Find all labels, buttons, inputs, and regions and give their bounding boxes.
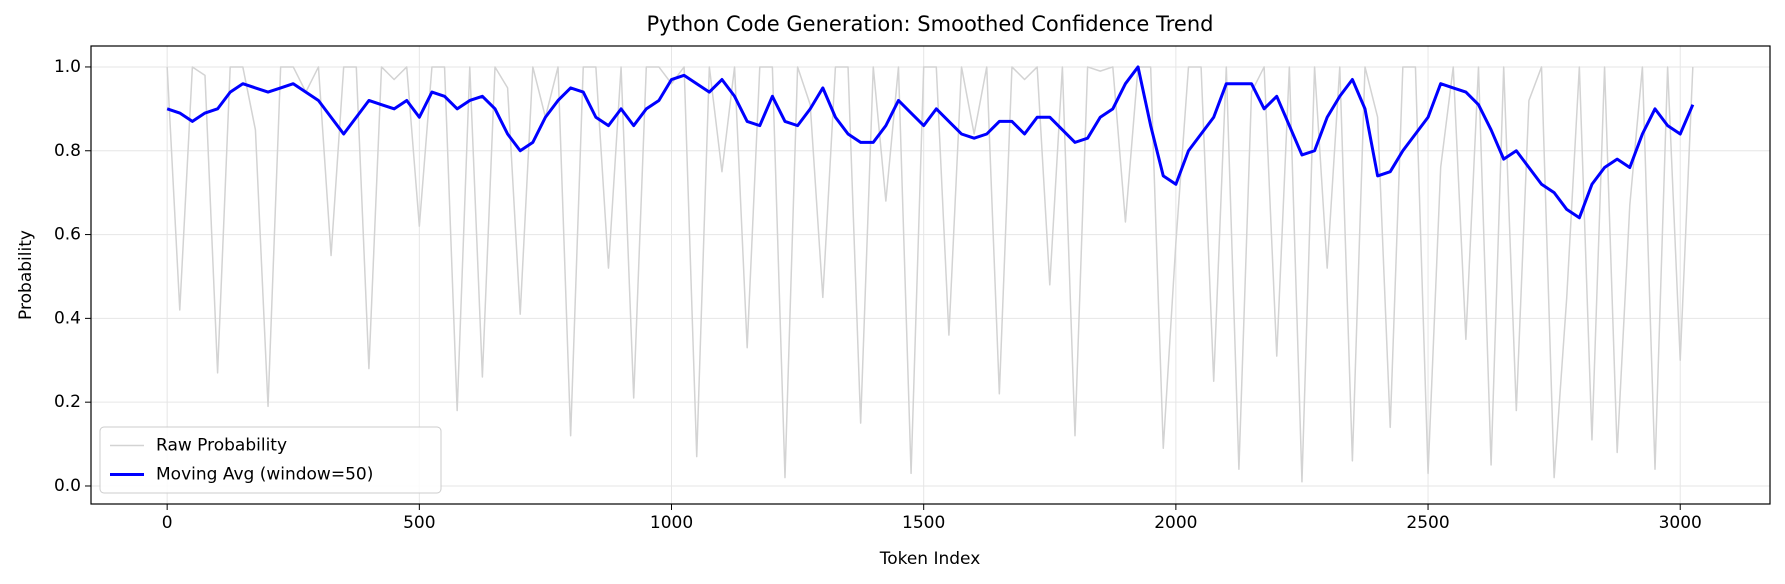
y-tick-label: 0.0 xyxy=(54,476,81,496)
x-tick-label: 2000 xyxy=(1154,513,1197,533)
x-tick-label: 0 xyxy=(162,513,173,533)
legend-label: Raw Probability xyxy=(156,436,287,456)
legend-label: Moving Avg (window=50) xyxy=(156,465,373,485)
y-tick-label: 0.6 xyxy=(54,225,81,245)
plot-frame xyxy=(90,45,1771,505)
y-tick-label: 0.2 xyxy=(54,392,81,412)
chart-title: Python Code Generation: Smoothed Confide… xyxy=(647,12,1214,36)
x-tick-label: 3000 xyxy=(1659,513,1702,533)
x-tick-label: 1000 xyxy=(650,513,693,533)
legend-box xyxy=(99,426,442,494)
x-axis-label: Token Index xyxy=(879,549,981,569)
y-tick-label: 1.0 xyxy=(54,57,81,77)
x-tick-label: 2500 xyxy=(1406,513,1449,533)
x-tick-label: 1500 xyxy=(902,513,945,533)
series-line xyxy=(166,66,1694,483)
y-axis-label: Probability xyxy=(16,230,36,320)
y-tick-label: 0.4 xyxy=(54,308,81,328)
series-line xyxy=(166,65,1695,220)
y-tick-label: 0.8 xyxy=(54,141,81,161)
x-tick-label: 500 xyxy=(403,513,435,533)
